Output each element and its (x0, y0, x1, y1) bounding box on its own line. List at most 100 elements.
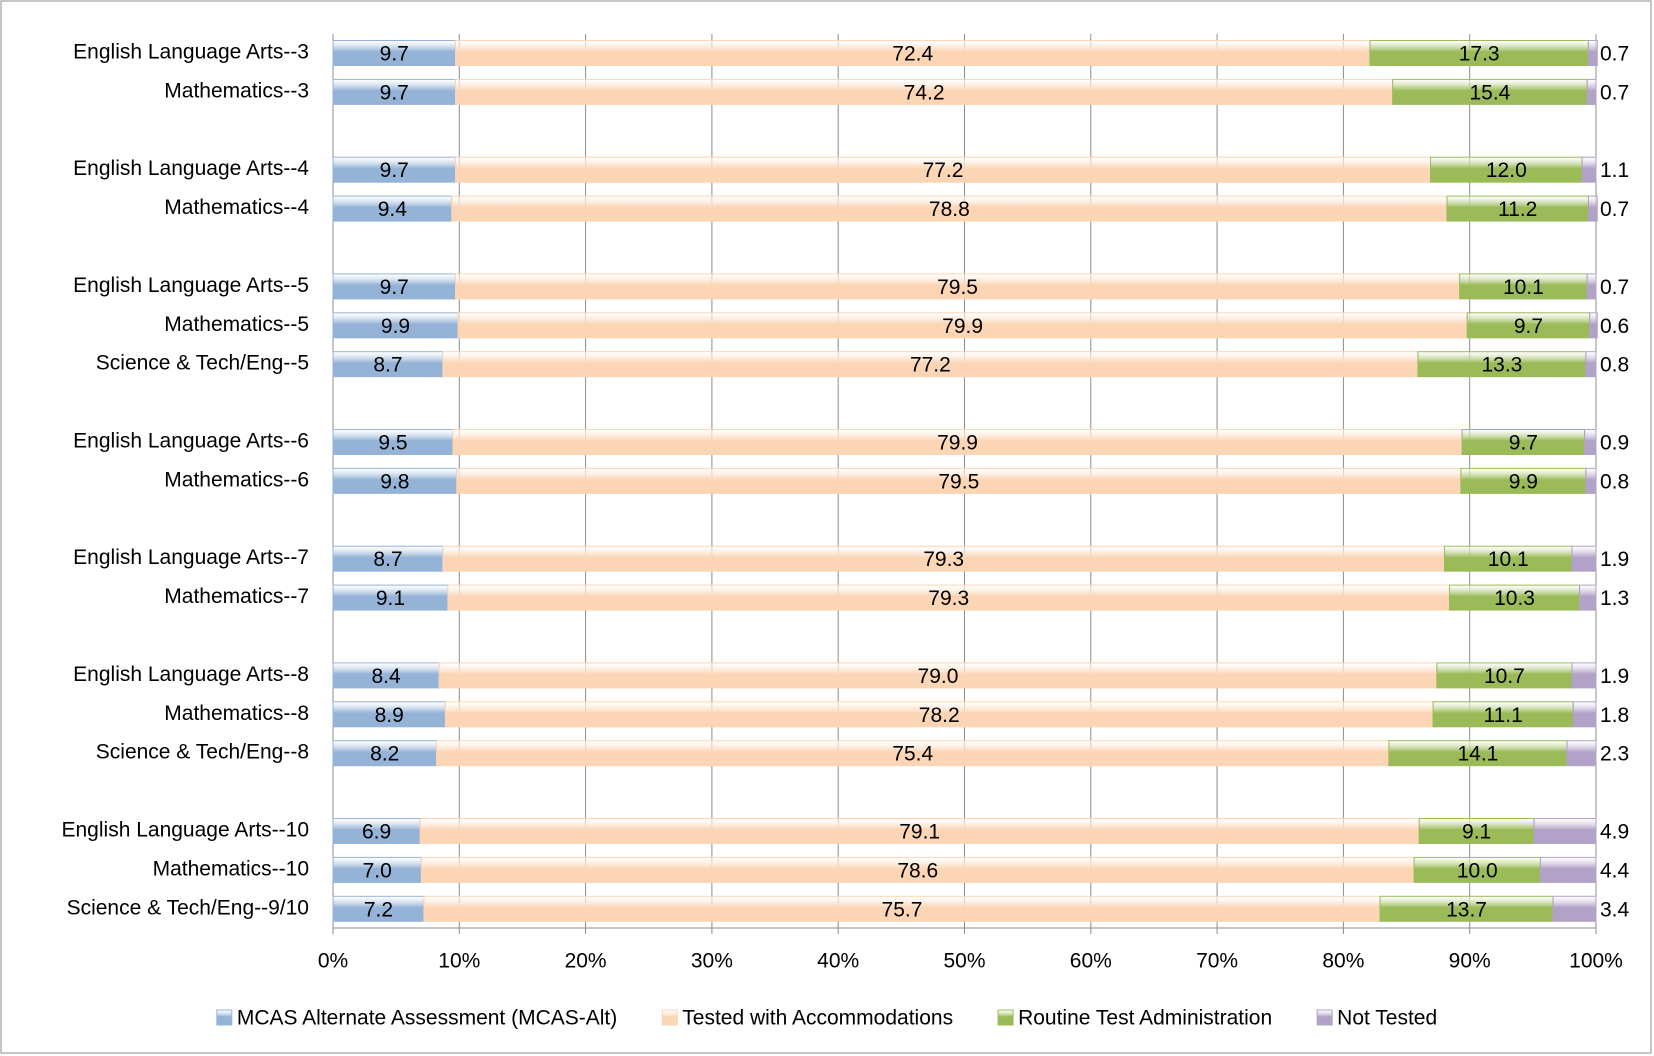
data-label: 7.2 (364, 898, 393, 921)
bar-segment (455, 273, 1461, 300)
bar-segment (1460, 467, 1587, 494)
bar-segment (455, 40, 1371, 66)
bar-segment (332, 740, 438, 767)
data-label: 1.8 (1600, 704, 1629, 727)
data-label: 77.2 (910, 354, 951, 377)
bar-segment (332, 429, 454, 455)
bar-segment (332, 856, 422, 883)
x-tick-label: 70% (1196, 950, 1238, 973)
x-tick-label: 20% (565, 950, 607, 973)
data-label: 2.3 (1600, 743, 1629, 766)
bar-segment (1446, 195, 1589, 222)
bar-segment (457, 312, 1468, 339)
data-label: 11.1 (1484, 704, 1523, 727)
data-label: 79.9 (937, 432, 978, 455)
data-label: 72.4 (892, 43, 933, 66)
bar-segment (1552, 895, 1597, 922)
bar-segment (1413, 856, 1541, 883)
bar-segment (1587, 195, 1598, 222)
data-label: 9.5 (378, 432, 407, 455)
data-label: 9.7 (380, 159, 409, 182)
legend-swatch (1316, 1009, 1333, 1026)
y-tick-label: English Language Arts--10 (62, 819, 310, 842)
data-label: 78.8 (929, 198, 970, 221)
data-label: 15.4 (1469, 81, 1510, 104)
bar-segment (1443, 545, 1573, 572)
legend-item: Not Tested (1316, 1007, 1437, 1030)
bar-segment (1571, 662, 1597, 689)
y-tick-label: Science & Tech/Eng--5 (96, 352, 309, 375)
data-label: 3.4 (1600, 898, 1630, 921)
data-label: 9.8 (380, 470, 409, 493)
x-tick-label: 40% (817, 950, 859, 973)
data-label: 79.9 (942, 315, 983, 338)
bar-segment (1585, 351, 1597, 378)
data-label: 0.9 (1600, 432, 1629, 455)
bar-segment (423, 895, 1381, 922)
bar-segment (455, 156, 1432, 183)
bar-segment (1417, 351, 1587, 378)
bar-segment (1585, 467, 1597, 494)
bar-segment (332, 351, 444, 378)
y-tick-label: Mathematics--5 (164, 313, 309, 336)
y-tick-label: Mathematics--7 (164, 585, 309, 608)
bar-segment (1586, 273, 1597, 300)
data-label: 78.2 (919, 704, 960, 727)
data-label: 8.9 (375, 704, 404, 727)
data-label: 10.7 (1484, 665, 1525, 688)
legend-item: Routine Test Administration (997, 1007, 1272, 1030)
x-tick-label: 0% (318, 950, 348, 973)
bar-segment (444, 701, 1434, 728)
data-label: 8.4 (371, 665, 401, 688)
legend-swatch (997, 1009, 1014, 1026)
bar-segment (455, 78, 1394, 105)
legend-item: MCAS Alternate Assessment (MCAS-Alt) (216, 1007, 617, 1030)
legend-swatch (661, 1009, 678, 1026)
bar-segment (1566, 740, 1597, 767)
data-label: 7.0 (363, 859, 392, 882)
bar-segment (1581, 156, 1597, 183)
data-label: 79.3 (928, 587, 969, 610)
bar-segment (1430, 156, 1583, 183)
data-label: 0.8 (1600, 470, 1629, 493)
y-tick-label: English Language Arts--4 (73, 157, 309, 180)
x-tick-label: 30% (691, 950, 733, 973)
bar-segment (332, 312, 459, 339)
data-label: 79.5 (937, 276, 978, 299)
y-tick-label: English Language Arts--3 (73, 41, 309, 64)
bar-segment (1418, 818, 1535, 844)
y-tick-label: English Language Arts--5 (73, 274, 309, 297)
legend-swatch (216, 1009, 233, 1026)
data-label: 10.1 (1488, 548, 1529, 571)
bar-segment (332, 818, 421, 844)
bar-segment (1539, 856, 1597, 883)
x-tick-label: 80% (1322, 950, 1364, 973)
bar-segment (1379, 895, 1554, 922)
data-label: 9.7 (380, 43, 409, 66)
data-label: 9.9 (381, 315, 410, 338)
legend-label: Not Tested (1337, 1007, 1437, 1030)
data-label: 0.6 (1600, 315, 1629, 338)
y-tick-label: English Language Arts--6 (73, 430, 309, 453)
x-tick-label: 10% (438, 950, 480, 973)
y-tick-label: Science & Tech/Eng--9/10 (67, 896, 309, 919)
bar-segment (332, 895, 425, 922)
data-label: 79.3 (923, 548, 964, 571)
data-label: 9.7 (380, 81, 409, 104)
data-label: 9.9 (1509, 470, 1538, 493)
data-label: 9.1 (1462, 821, 1491, 844)
data-label: 75.7 (882, 898, 923, 921)
data-label: 75.4 (892, 743, 933, 766)
x-tick-label: 90% (1449, 950, 1491, 973)
legend-label: Tested with Accommodations (682, 1007, 953, 1030)
data-label: 14.1 (1457, 743, 1498, 766)
data-label: 10.1 (1503, 276, 1544, 299)
data-label: 1.3 (1600, 587, 1629, 610)
data-label: 13.3 (1481, 354, 1522, 377)
bar-segment (1388, 740, 1568, 767)
bar-segment (332, 545, 444, 572)
data-label: 74.2 (904, 81, 945, 104)
data-label: 8.2 (370, 743, 399, 766)
bar-segment (447, 584, 1450, 611)
y-tick-label: Mathematics--8 (164, 702, 309, 725)
